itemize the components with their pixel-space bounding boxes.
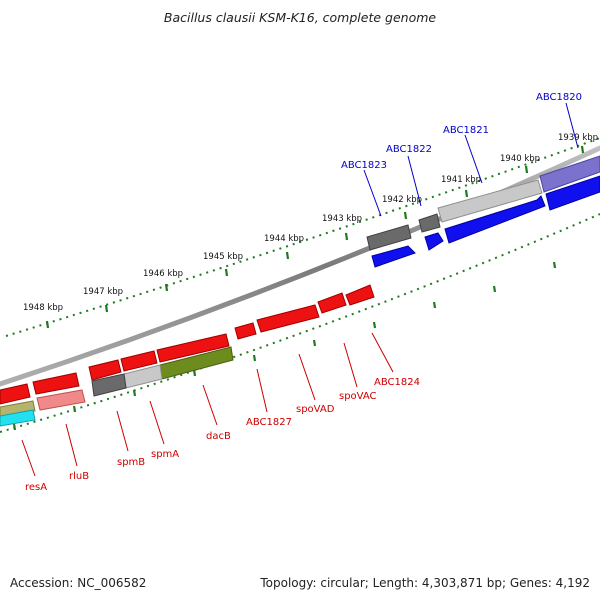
scale-ticks <box>12 145 585 431</box>
scale-label-1941: 1941 kbp <box>441 175 481 185</box>
gene-abc1827[interactable] <box>234 322 257 340</box>
label-abc1823: ABC1823 <box>341 160 387 171</box>
forward-callouts <box>363 102 579 217</box>
gene-abc1824[interactable] <box>345 284 375 306</box>
gene-dacb[interactable] <box>156 333 230 363</box>
reverse-callouts <box>21 332 394 477</box>
label-abc1820: ABC1820 <box>536 92 582 103</box>
gene-spmb[interactable] <box>88 359 122 381</box>
scale-label-1945: 1945 kbp <box>203 252 243 262</box>
label-spovad: spoVAD <box>296 404 335 415</box>
gene-abc1823[interactable] <box>366 224 412 251</box>
label-dacb: dacB <box>206 431 231 442</box>
gene-khaki[interactable] <box>0 400 36 418</box>
gene-spovac[interactable] <box>317 292 347 314</box>
gene-blue-left[interactable] <box>371 245 416 268</box>
scale-label-1942: 1942 kbp <box>382 195 422 205</box>
label-spma: spmA <box>151 449 179 460</box>
label-abc1824: ABC1824 <box>374 377 420 388</box>
label-resa: resA <box>25 482 47 493</box>
label-abc1827: ABC1827 <box>246 417 292 428</box>
scale-label-1948: 1948 kbp <box>23 303 63 313</box>
genome-summary-text: Topology: circular; Length: 4,303,871 bp… <box>260 576 590 590</box>
gene-blue-right-2[interactable] <box>444 195 546 244</box>
label-spovac: spoVAC <box>339 391 377 402</box>
gene-rlub[interactable] <box>32 372 80 395</box>
scale-label-1939: 1939 kbp <box>558 133 598 143</box>
gene-cyan[interactable] <box>0 409 36 427</box>
gene-abc1821[interactable] <box>437 179 543 223</box>
label-abc1821: ABC1821 <box>443 125 489 136</box>
gene-resa[interactable] <box>0 383 31 405</box>
gene-blue-right-1[interactable] <box>545 175 600 211</box>
scale-label-1943: 1943 kbp <box>322 214 362 224</box>
gene-blue-small[interactable] <box>424 232 444 251</box>
scale-label-1940: 1940 kbp <box>500 154 540 164</box>
gene-spovad[interactable] <box>256 304 320 333</box>
label-rlub: rluB <box>69 471 89 482</box>
gene-pink[interactable] <box>36 389 86 411</box>
label-abc1822: ABC1822 <box>386 144 432 155</box>
gene-abc1822[interactable] <box>418 213 441 233</box>
map-title: Bacillus clausii KSM-K16, complete genom… <box>163 10 437 25</box>
label-spmb: spmB <box>117 457 145 468</box>
scale-dotted-line-inner <box>0 213 600 433</box>
gene-spma[interactable] <box>120 350 158 372</box>
reverse-strand-genes <box>0 284 375 427</box>
gene-gray[interactable] <box>91 373 127 397</box>
scale-label-1947: 1947 kbp <box>83 287 123 297</box>
genome-backbone <box>0 145 600 387</box>
gene-abc1820[interactable] <box>539 155 600 193</box>
forward-strand-genes <box>366 155 600 268</box>
scale-label-1946: 1946 kbp <box>143 269 183 279</box>
scale-label-1944: 1944 kbp <box>264 234 304 244</box>
accession-text: Accession: NC_006582 <box>10 576 147 590</box>
